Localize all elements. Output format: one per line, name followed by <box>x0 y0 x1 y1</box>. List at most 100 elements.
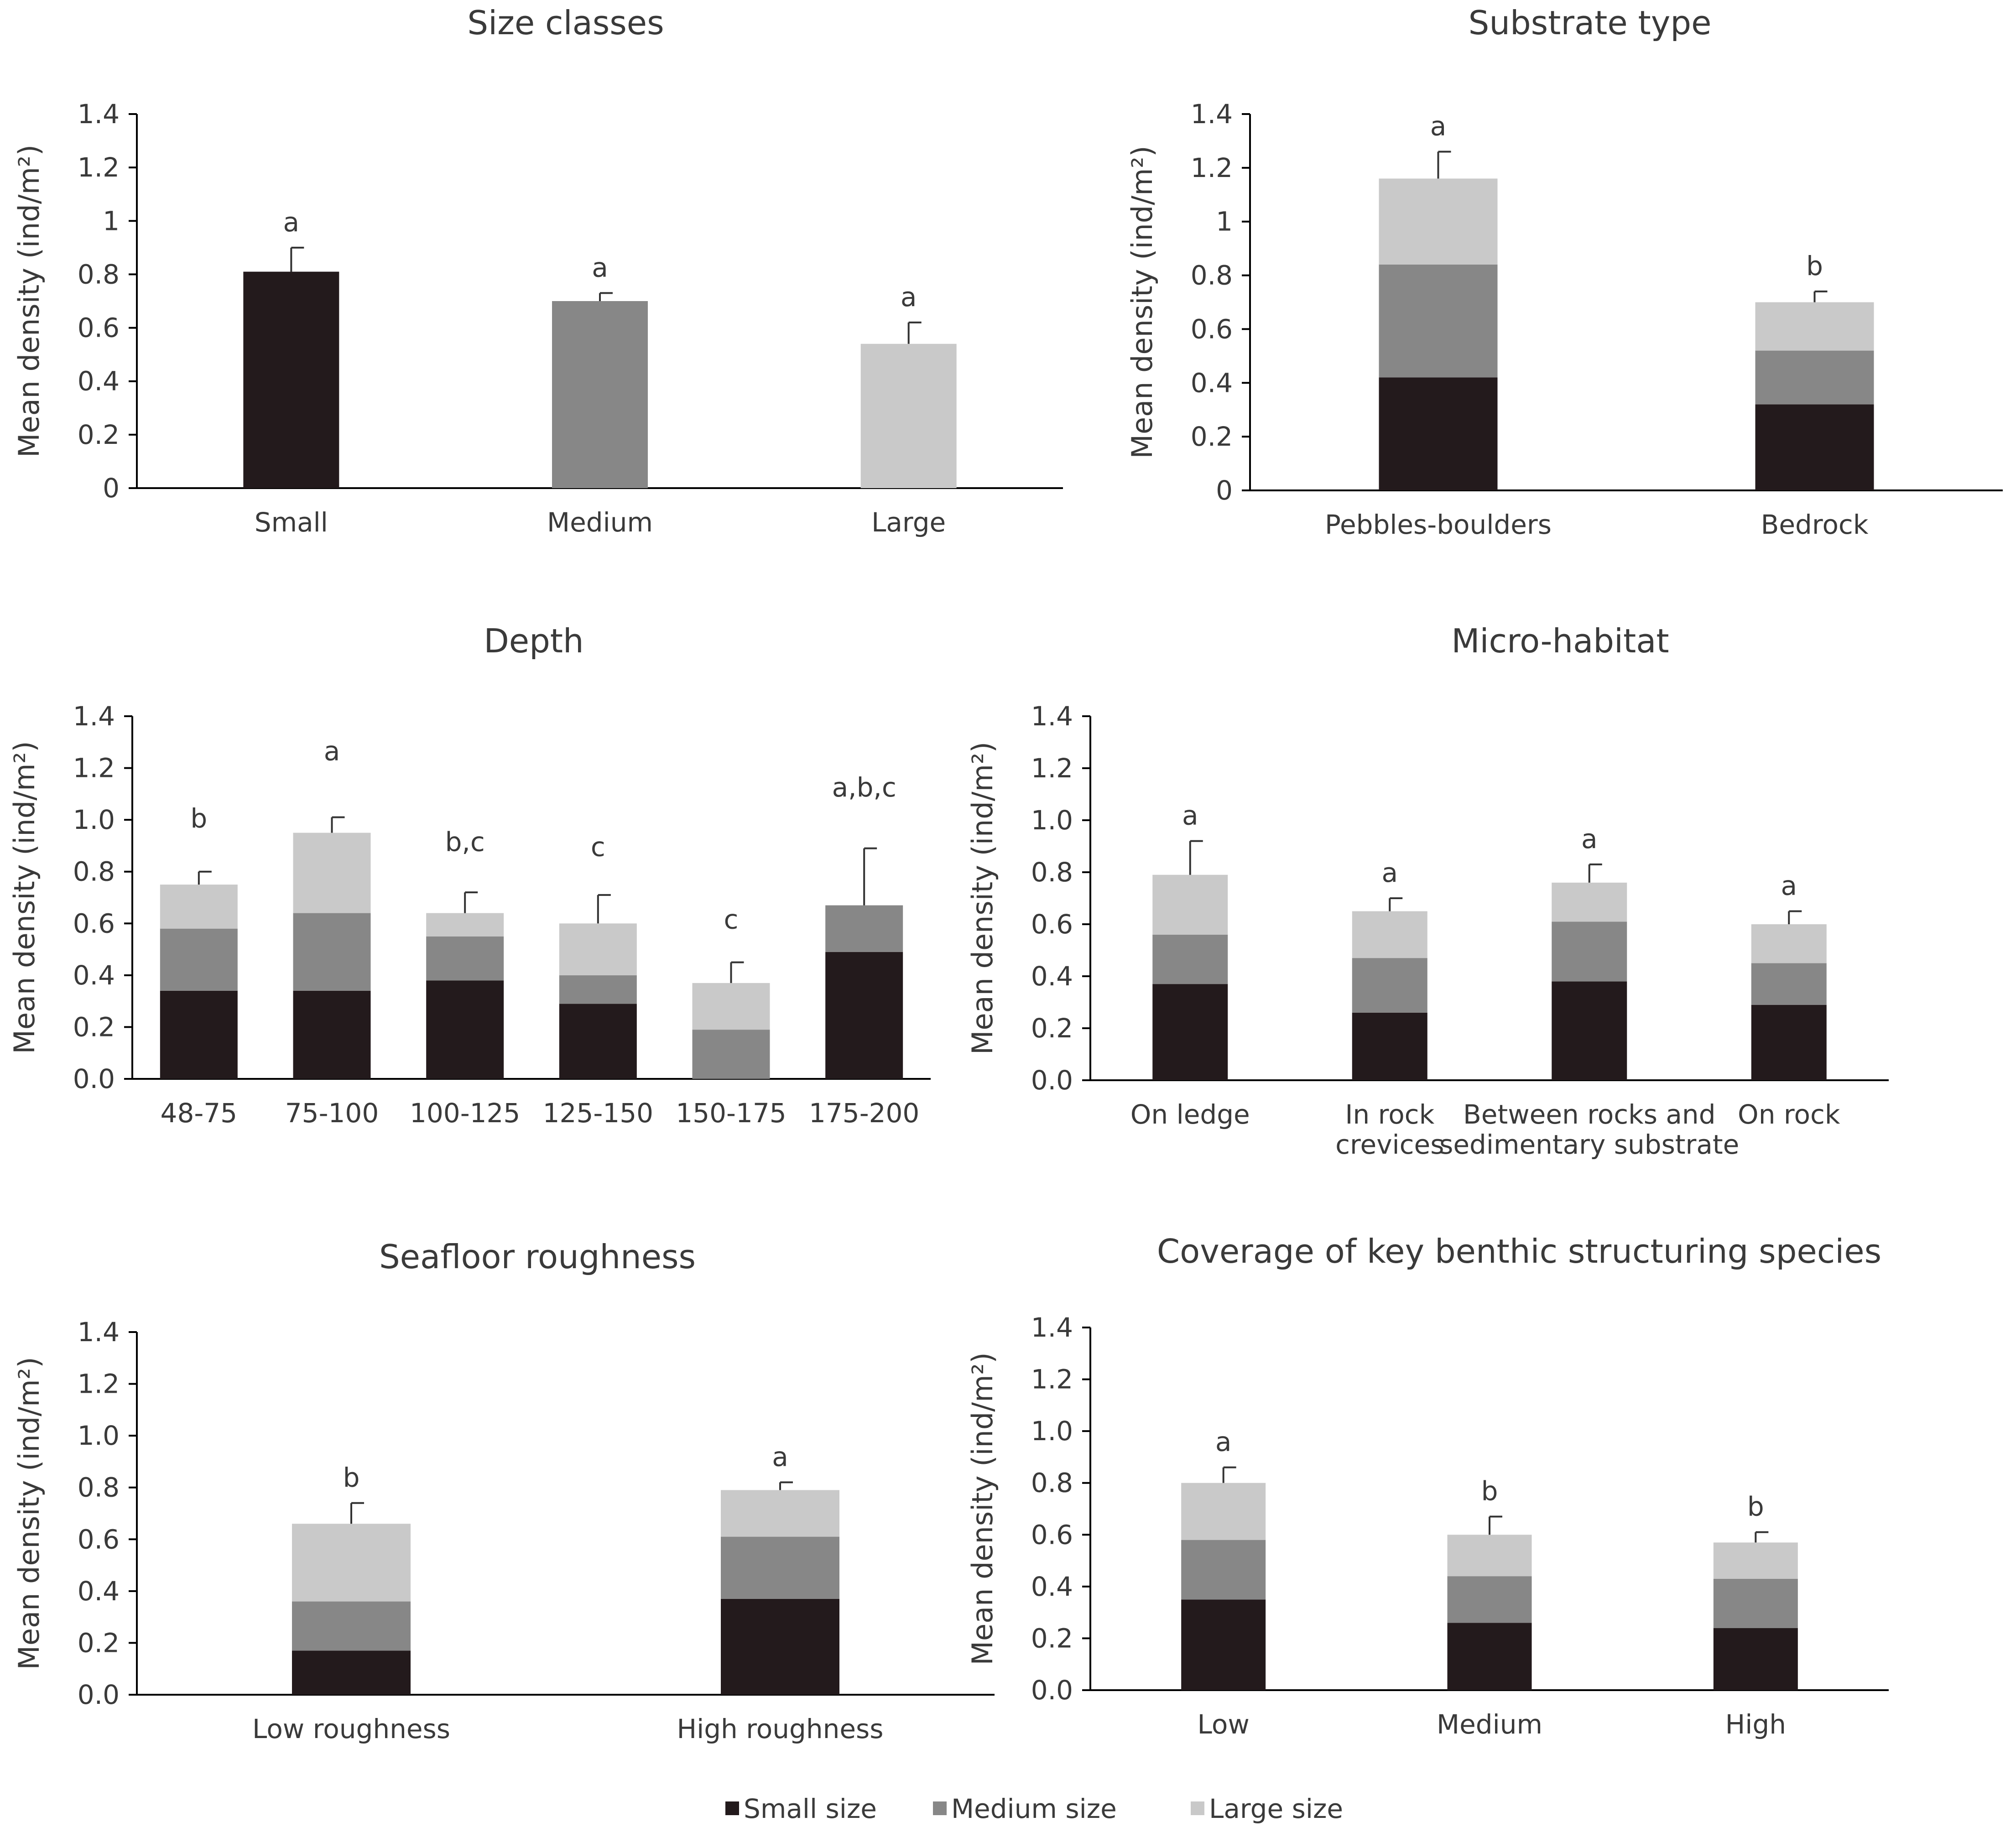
bar-segment-small <box>1713 1628 1798 1690</box>
y-tick-label: 1.2 <box>78 1369 120 1400</box>
bar-segment-large <box>1552 882 1627 922</box>
category-label: Medium <box>1437 1709 1542 1740</box>
y-tick-label: 1.4 <box>1191 99 1233 130</box>
bar-segment-large <box>293 833 371 913</box>
y-tick-label: 0.6 <box>1031 1519 1073 1550</box>
y-tick-label: 0.2 <box>73 1011 115 1042</box>
y-tick-label: 0 <box>103 473 120 504</box>
bar-segment-large <box>1379 178 1498 265</box>
bar-segment-small <box>825 952 903 1079</box>
significance-label: c <box>591 832 605 863</box>
chart-coverage: Coverage of key benthic structuring spec… <box>966 1232 1889 1740</box>
bar-segment-small <box>1352 1012 1427 1080</box>
y-tick-label: 0.6 <box>78 312 120 344</box>
y-tick-label: 0.8 <box>1191 260 1233 291</box>
bar <box>860 344 957 488</box>
bar-segment-large <box>1181 1483 1266 1540</box>
y-tick-label: 0.0 <box>73 1063 115 1094</box>
bar-segment-medium <box>559 975 637 1004</box>
legend-swatch-small <box>725 1801 739 1815</box>
bar-segment-small <box>721 1598 839 1695</box>
bar-segment-large <box>1755 302 1874 351</box>
bar-segment-medium <box>293 913 371 991</box>
legend-label-small: Small size <box>744 1793 877 1824</box>
y-tick-label: 1.2 <box>1031 753 1073 784</box>
bar-segment-small <box>1552 981 1627 1080</box>
category-label: Low roughness <box>252 1713 450 1744</box>
chart-title: Micro-habitat <box>1451 622 1669 660</box>
bar-segment-medium <box>1713 1578 1798 1628</box>
y-tick-label: 0.2 <box>78 419 120 450</box>
bar-segment-large <box>1352 911 1427 958</box>
category-label: 75-100 <box>285 1098 379 1129</box>
chart-substrate-type: Substrate type Mean density (ind/m²) 0 0.2 0… <box>1125 4 2003 540</box>
category-label: 150-175 <box>676 1098 786 1129</box>
chart-title: Substrate type <box>1469 4 1712 42</box>
chart-title: Seafloor roughness <box>379 1238 696 1276</box>
significance-label: b <box>1481 1476 1498 1507</box>
y-tick-label: 1.4 <box>78 1317 120 1348</box>
y-tick-label: 0.0 <box>1031 1065 1073 1096</box>
y-tick-label: 1.2 <box>73 753 115 784</box>
bar-segment-small <box>559 1004 637 1079</box>
significance-label: a <box>1381 857 1398 888</box>
y-axis-label: Mean density (ind/m²) <box>12 145 46 458</box>
y-tick-label: 1.0 <box>78 1420 120 1451</box>
bar-segment-large <box>1751 924 1827 963</box>
significance-label: a <box>283 207 300 238</box>
y-tick-label: 0.4 <box>1191 367 1233 398</box>
bar-segment-medium <box>1751 963 1827 1005</box>
significance-label: a <box>1215 1426 1232 1458</box>
significance-label: a <box>901 281 917 312</box>
category-label: Low <box>1198 1709 1250 1740</box>
bar-segment-medium <box>160 928 238 991</box>
significance-label: b <box>1747 1491 1764 1522</box>
bar-segment-large <box>292 1524 411 1602</box>
bar-segment-large <box>692 983 770 1030</box>
significance-label: b,c <box>445 826 485 857</box>
bar-segment-medium <box>1447 1576 1532 1623</box>
category-label: crevices <box>1335 1129 1444 1160</box>
y-tick-label: 0.8 <box>78 1472 120 1503</box>
legend-swatch-large <box>1191 1801 1204 1815</box>
category-label: Medium <box>547 507 653 538</box>
bar-segment-large <box>721 1490 839 1537</box>
y-tick-label: 0.8 <box>1031 857 1073 888</box>
y-tick-label: 0.0 <box>1031 1675 1073 1706</box>
category-label: Pebbles-boulders <box>1325 509 1552 540</box>
bar-segment-large <box>1447 1535 1532 1577</box>
category-label: In rock <box>1345 1099 1434 1130</box>
significance-label: a,b,c <box>832 772 896 803</box>
bar-segment-medium <box>721 1536 839 1599</box>
bar <box>552 301 648 488</box>
y-tick-label: 0.4 <box>78 1576 120 1607</box>
y-tick-label: 1.4 <box>1031 701 1073 732</box>
y-tick-label: 0.6 <box>1031 909 1073 940</box>
bar-segment-large <box>1713 1542 1798 1579</box>
bar-segment-medium <box>292 1601 411 1651</box>
chart-depth: Depth Mean density (ind/m²) 0.0 0.2 0.4 0.6 0.… <box>8 622 931 1129</box>
significance-label: c <box>724 904 739 935</box>
y-tick-label: 0.4 <box>1031 961 1073 992</box>
bar-segment-medium <box>692 1030 770 1079</box>
bar-segment-large <box>426 913 504 937</box>
y-tick-label: 0.2 <box>78 1627 120 1658</box>
significance-label: a <box>592 252 608 283</box>
category-label: 125-150 <box>543 1098 653 1129</box>
y-axis-label: Mean density (ind/m²) <box>8 741 41 1054</box>
significance-label: b <box>343 1462 360 1493</box>
bar-segment-small <box>160 990 238 1079</box>
bar-segment-medium <box>1181 1540 1266 1600</box>
chart-title: Size classes <box>467 4 664 42</box>
category-label: Small <box>255 507 328 538</box>
y-tick-label: 0.8 <box>78 259 120 290</box>
y-tick-label: 0.6 <box>78 1524 120 1555</box>
chart-title: Coverage of key benthic structuring spec… <box>1157 1232 1881 1270</box>
legend-label-medium: Medium size <box>951 1793 1117 1824</box>
bar <box>243 271 339 488</box>
bar-segment-large <box>559 923 637 975</box>
category-label: Large <box>871 507 946 538</box>
category-label: Between rocks and <box>1463 1099 1716 1130</box>
bar-segment-small <box>1379 377 1498 490</box>
